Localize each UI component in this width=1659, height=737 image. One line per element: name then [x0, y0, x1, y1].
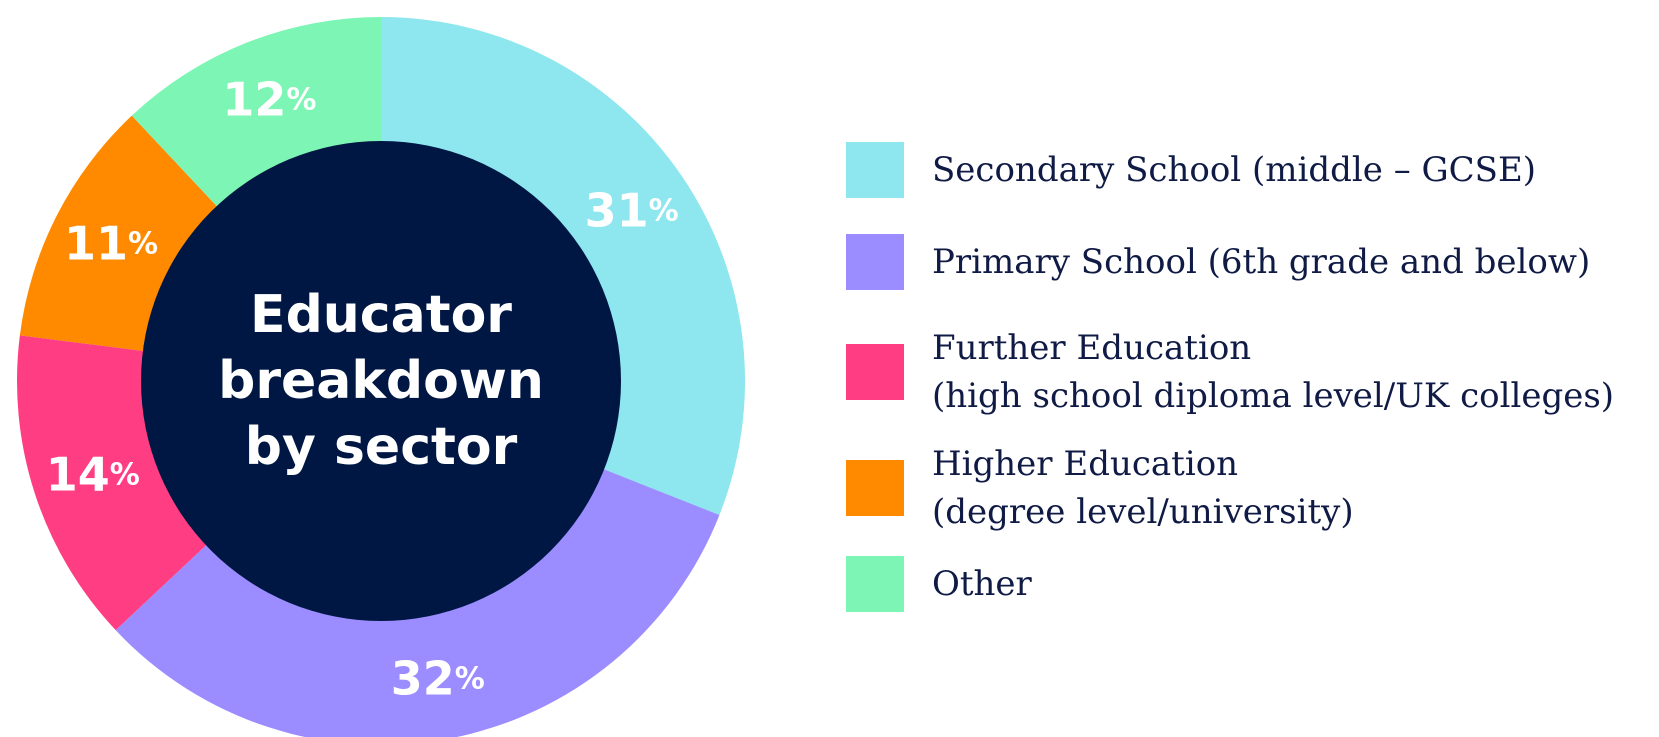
slice-label-1: 32%	[391, 652, 485, 706]
legend-label: Secondary School (middle – GCSE)	[932, 150, 1537, 190]
chart-title-line: by sector	[245, 417, 518, 477]
legend-label: Further Education (high school diploma le…	[932, 328, 1615, 416]
slice-labels: 31% 32% 14% 11% 12%	[46, 72, 679, 705]
legend-swatch	[846, 142, 904, 198]
legend-swatch	[846, 556, 904, 612]
slice-label-4: 12%	[222, 72, 316, 126]
slice-label-2: 14%	[46, 448, 140, 502]
legend-item: Other	[846, 556, 1032, 612]
legend-swatch	[846, 234, 904, 290]
slice-label-0: 31%	[585, 184, 679, 238]
chart-title-line: breakdown	[218, 351, 544, 411]
legend-item: Secondary School (middle – GCSE)	[846, 142, 1536, 198]
legend-item: Higher Education (degree level/university…	[846, 440, 1354, 536]
legend-label: Higher Education (degree level/university…	[932, 444, 1354, 532]
legend-label: Other	[932, 564, 1032, 604]
donut-center	[141, 141, 621, 621]
legend-swatch	[846, 344, 904, 400]
slice-label-3: 11%	[64, 216, 158, 270]
legend-label: Primary School (6th grade and below)	[932, 242, 1591, 282]
legend-item: Further Education (high school diploma le…	[846, 324, 1614, 420]
chart-title-line: Educator	[250, 285, 512, 345]
legend-item: Primary School (6th grade and below)	[846, 234, 1590, 290]
legend-swatch	[846, 460, 904, 516]
